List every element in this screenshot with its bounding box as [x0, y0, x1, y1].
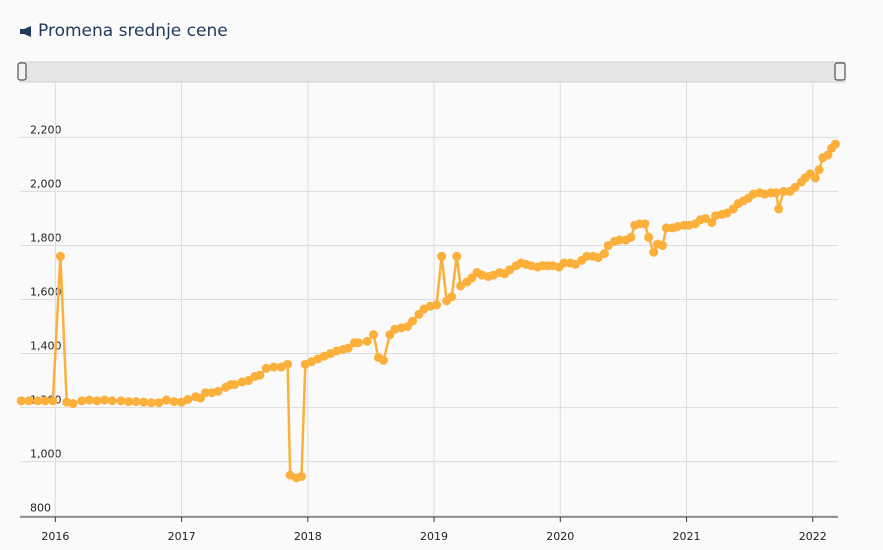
y-tick-label: 800	[30, 502, 51, 515]
point	[649, 247, 659, 257]
point	[408, 316, 418, 326]
y-tick-label: 1,400	[30, 340, 62, 353]
range-slider[interactable]	[19, 61, 846, 83]
point	[810, 173, 820, 183]
point	[830, 139, 840, 149]
y-tick-label: 2,000	[30, 177, 62, 190]
y-tick-label: 1,800	[30, 231, 62, 244]
point	[559, 258, 569, 268]
point	[139, 397, 149, 407]
plot-area: 8001,0001,2001,4001,6001,8002,0002,20020…	[16, 82, 840, 543]
x-tick-label: 2019	[420, 530, 448, 543]
point	[814, 165, 824, 175]
point	[644, 232, 654, 242]
point	[599, 249, 609, 259]
point	[452, 251, 462, 261]
point	[77, 396, 87, 406]
range-handle-right[interactable]	[834, 62, 846, 81]
point	[790, 182, 800, 192]
point	[100, 395, 110, 405]
point	[437, 251, 447, 261]
point	[16, 396, 26, 406]
point	[343, 343, 353, 353]
point	[255, 370, 265, 380]
point	[84, 395, 94, 405]
x-tick-label: 2016	[41, 530, 69, 543]
point	[626, 232, 636, 242]
point	[658, 240, 668, 250]
x-tick-label: 2022	[799, 530, 827, 543]
point	[432, 300, 442, 310]
point	[707, 217, 717, 227]
y-tick-label: 1,000	[30, 448, 62, 461]
point	[269, 362, 279, 372]
point	[779, 186, 789, 196]
y-tick-label: 2,200	[30, 123, 62, 136]
point	[297, 471, 307, 481]
point	[24, 396, 34, 406]
point	[55, 251, 65, 261]
line	[21, 143, 837, 480]
point	[447, 292, 457, 302]
x-tick-label: 2017	[168, 530, 196, 543]
point	[379, 355, 389, 365]
point	[169, 397, 179, 407]
point	[131, 397, 141, 407]
point	[48, 396, 58, 406]
point	[640, 219, 650, 229]
point	[368, 330, 378, 340]
point	[183, 394, 193, 404]
point	[107, 396, 117, 406]
point	[261, 363, 271, 373]
point	[582, 251, 592, 261]
point	[771, 188, 781, 198]
point	[615, 235, 625, 245]
x-tick-label: 2018	[294, 530, 322, 543]
point	[362, 336, 372, 346]
point	[201, 388, 211, 398]
point	[283, 359, 293, 369]
point	[33, 396, 43, 406]
point	[116, 396, 126, 406]
point	[353, 338, 363, 348]
chart-title: Promena srednje cene	[38, 21, 228, 41]
point	[774, 204, 784, 214]
x-tick-label: 2021	[673, 530, 701, 543]
point	[68, 399, 78, 409]
point	[213, 386, 223, 396]
title-icon	[20, 26, 31, 37]
point	[40, 396, 50, 406]
point	[661, 223, 671, 233]
point	[92, 396, 102, 406]
point	[230, 380, 240, 390]
point	[154, 398, 164, 408]
point	[161, 395, 171, 405]
point	[124, 397, 134, 407]
y-tick-label: 1,600	[30, 286, 62, 299]
point	[823, 150, 833, 160]
x-tick-label: 2020	[546, 530, 574, 543]
range-handle-left[interactable]	[17, 62, 27, 81]
point	[146, 398, 156, 408]
